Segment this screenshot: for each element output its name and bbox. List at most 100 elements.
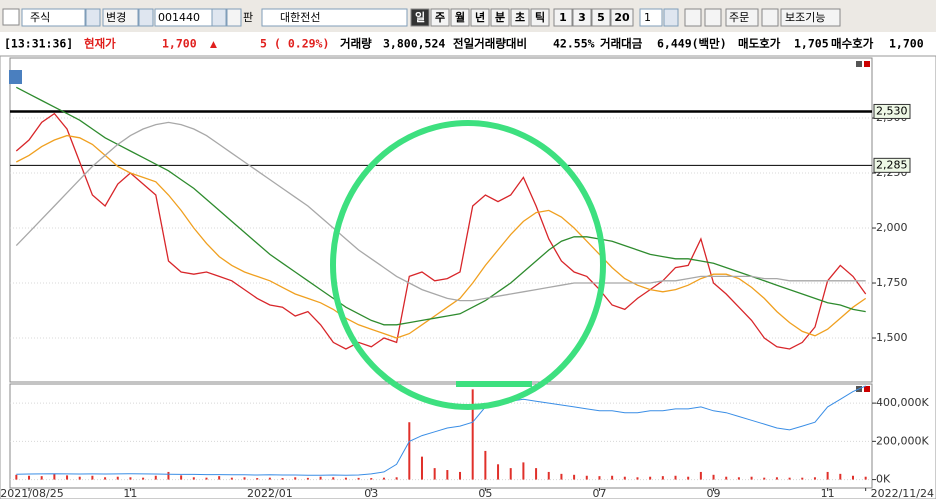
volume-bar xyxy=(53,473,56,480)
stock-name: 대한전선 xyxy=(280,11,320,24)
settings-icon[interactable] xyxy=(704,8,722,27)
volume-bar xyxy=(826,471,829,480)
period-button[interactable] xyxy=(572,8,592,27)
pane-close[interactable] xyxy=(864,61,870,67)
volume-bar xyxy=(611,475,614,480)
volume-bar xyxy=(813,477,816,480)
period-button[interactable] xyxy=(510,8,530,27)
price-line xyxy=(16,134,867,339)
pane-close[interactable] xyxy=(864,386,870,392)
pane-icon[interactable] xyxy=(856,61,862,67)
volume-bar xyxy=(129,477,132,480)
volume-bar xyxy=(142,477,145,480)
volume-bar xyxy=(509,468,512,480)
dropdown[interactable] xyxy=(138,8,154,27)
volume-bar xyxy=(28,475,31,480)
period-label: 월 xyxy=(455,10,465,24)
period-button[interactable] xyxy=(610,8,634,27)
volume-bar xyxy=(218,476,221,480)
dropdown[interactable] xyxy=(211,8,227,27)
x-tick-label: 11 xyxy=(821,487,835,499)
volume-bar xyxy=(851,475,854,480)
volume-bar xyxy=(91,475,94,480)
period-label: 3 xyxy=(578,11,586,24)
bid: 1,700 xyxy=(889,37,924,51)
market: 주식 xyxy=(30,11,50,24)
period-button[interactable] xyxy=(450,8,470,27)
aux-button[interactable] xyxy=(780,8,841,27)
period-button[interactable] xyxy=(430,8,450,27)
amount-label: 거래대금 xyxy=(600,37,643,51)
order-button[interactable] xyxy=(725,8,759,27)
y-tick-label: 0K xyxy=(876,473,891,486)
volume-bar xyxy=(319,476,322,480)
volume-bar xyxy=(636,477,639,480)
period-label: 분 xyxy=(495,11,505,24)
period-label: 5 xyxy=(597,11,605,24)
chart-icon[interactable] xyxy=(9,70,22,84)
vs-label: 전일거래량대비 xyxy=(453,37,527,51)
period-button[interactable] xyxy=(490,8,510,27)
period-button[interactable] xyxy=(470,8,490,27)
volume-bar xyxy=(649,476,652,480)
volume-bar xyxy=(294,477,297,480)
y-tick-label: 200,000K xyxy=(876,434,929,447)
arrow: ▲ xyxy=(210,37,217,51)
volume-bar xyxy=(116,476,119,480)
volume-bar xyxy=(598,476,601,480)
change-button[interactable] xyxy=(102,8,139,27)
dropdown[interactable] xyxy=(85,8,101,27)
volume-bar xyxy=(623,476,626,480)
volume-bar xyxy=(737,477,740,480)
x-tick-label: 03 xyxy=(364,487,378,499)
volume-bar xyxy=(712,474,715,480)
market-select[interactable] xyxy=(21,8,86,27)
pan[interactable]: 판 xyxy=(243,11,253,24)
volume-bar xyxy=(243,477,246,480)
period-label: 20 xyxy=(614,11,630,24)
price-label: 현재가 xyxy=(84,37,116,51)
volume-bar xyxy=(484,450,487,480)
volume-bar xyxy=(268,477,271,480)
volume-bar xyxy=(750,476,753,480)
volume-bar xyxy=(801,477,804,480)
volume-bar xyxy=(180,475,183,480)
period-button[interactable] xyxy=(553,8,573,27)
volume-bar xyxy=(344,477,347,480)
y-tick-label: 1,500 xyxy=(876,331,908,344)
period-button[interactable] xyxy=(530,8,550,27)
x-tick-label: 2022/11/24 xyxy=(871,487,934,499)
volume: 3,800,524 xyxy=(383,37,445,51)
volume-bar xyxy=(547,471,550,480)
save-icon[interactable] xyxy=(684,8,702,27)
nav-icon[interactable] xyxy=(2,8,20,26)
tool-icon[interactable] xyxy=(761,8,779,27)
period-label: 년 xyxy=(475,10,485,24)
x-tick-label: 2022/01 xyxy=(247,487,293,499)
dropdown[interactable] xyxy=(663,8,679,27)
volume-bar xyxy=(332,477,335,480)
volume-bar xyxy=(573,474,576,480)
volume-bar xyxy=(167,471,170,480)
x-tick-label: 07 xyxy=(592,487,606,499)
name-box[interactable] xyxy=(261,8,408,27)
period-button[interactable] xyxy=(591,8,611,27)
price-line xyxy=(15,112,867,350)
volume-bar xyxy=(408,422,411,480)
y-tick-label: 1,750 xyxy=(876,276,908,289)
volume-bar xyxy=(256,478,259,480)
volume-bar xyxy=(192,477,195,480)
volume-pane xyxy=(9,383,873,489)
ask-label: 매도호가 xyxy=(738,37,781,51)
volume-bar xyxy=(725,476,728,480)
period-button[interactable] xyxy=(410,8,430,27)
volume-bar xyxy=(154,475,157,480)
price-line xyxy=(16,86,866,326)
change: 변경 xyxy=(106,11,126,24)
count-box[interactable] xyxy=(639,8,663,27)
count: 1 xyxy=(644,11,651,24)
search-button[interactable] xyxy=(226,8,242,27)
period-label: 초 xyxy=(515,11,525,24)
volume-bar xyxy=(370,478,373,480)
